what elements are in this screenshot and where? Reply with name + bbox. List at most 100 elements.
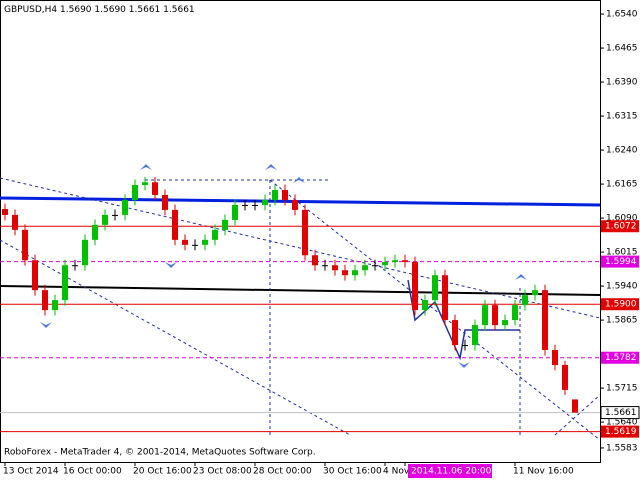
y-tick-label: 1.6015: [606, 248, 638, 258]
candle-body: [552, 350, 558, 365]
y-tick-label: 1.5640: [606, 418, 638, 428]
candle-body: [282, 189, 288, 200]
candle-body: [12, 214, 18, 230]
level-label: 1.5619: [605, 427, 637, 437]
candle-body: [42, 290, 48, 311]
fractal-up: [293, 177, 305, 183]
candle-body: [102, 214, 108, 225]
x-tick-label: 20 Oct 16:00: [133, 467, 192, 477]
level-label: 1.5782: [605, 353, 637, 363]
candle-body: [112, 214, 118, 216]
channel-line: [554, 394, 601, 436]
candle-body: [62, 265, 68, 301]
candle-body: [142, 182, 148, 185]
candle-body: [202, 239, 208, 245]
y-tick-label: 1.5865: [606, 316, 638, 326]
y-tick-label: 1.6540: [606, 10, 638, 20]
channel-line: [0, 239, 351, 436]
y-tick-label: 1.5583: [606, 443, 638, 453]
level-label: 1.5994: [605, 257, 637, 267]
candle-body: [502, 320, 508, 326]
x-tick-label: 11 Nov 16:00: [513, 467, 574, 477]
candle-body: [392, 260, 398, 263]
candle-body: [382, 262, 388, 266]
candle-body: [182, 239, 188, 245]
x-tick-label: 13 Oct 2014: [3, 467, 59, 477]
plot-frame: [0, 0, 601, 463]
close: 1.5661: [163, 5, 195, 15]
y-tick-label: 1.5715: [606, 384, 638, 394]
fractal-markers: [40, 164, 527, 368]
black-trend-line: [0, 285, 601, 296]
candle-body: [132, 184, 138, 200]
crosshair-time: 2014.11.06 20:00: [411, 467, 492, 477]
candle-body: [272, 189, 278, 200]
fractal-up: [140, 164, 152, 170]
candle-body: [362, 265, 368, 271]
candle-body: [492, 305, 498, 326]
candle-body: [572, 399, 578, 413]
fractal-up: [265, 164, 277, 170]
x-tick-label: 4 Nov: [383, 467, 410, 477]
candle-body: [82, 239, 88, 266]
channel-lines: [0, 177, 601, 441]
candle-body: [2, 209, 8, 215]
candle-body: [512, 305, 518, 321]
candle-body: [462, 345, 468, 347]
candle-body: [72, 265, 78, 267]
y-tick-label: 1.6315: [606, 112, 638, 122]
candle-body: [452, 320, 458, 346]
candle-body: [482, 305, 488, 326]
candle-body: [152, 182, 158, 195]
y-tick-label: 1.6165: [606, 180, 638, 190]
fractal-up: [515, 274, 527, 280]
candle-body: [372, 265, 378, 267]
candle-body: [92, 224, 98, 240]
candle-body: [562, 364, 568, 390]
candle-body: [432, 275, 438, 301]
candle-body: [412, 262, 418, 311]
candle-body: [52, 300, 58, 311]
candle-body: [22, 229, 28, 261]
footer: RoboForex - MetaTrader 4, © 2001-2014, M…: [4, 448, 316, 458]
fractal-down: [458, 362, 470, 368]
candle-body: [442, 275, 448, 321]
crosshair-time-bg: [408, 464, 492, 478]
candle-body: [402, 260, 408, 263]
candle-body: [32, 260, 38, 291]
fractal-down: [40, 322, 52, 328]
candle-body: [542, 290, 548, 351]
candle-body: [192, 244, 198, 246]
candle-body: [252, 204, 258, 206]
y-tick-label: 1.5940: [606, 282, 638, 292]
candle-body: [342, 270, 348, 276]
candle-body: [332, 265, 338, 271]
x-tick-label: 23 Oct 08:00: [193, 467, 252, 477]
candle-body: [292, 199, 298, 210]
symbol: GBPUSD,H4: [4, 5, 57, 15]
candle-body: [172, 209, 178, 240]
y-tick-label: 1.6390: [606, 78, 638, 88]
candle-body: [212, 229, 218, 240]
candle-body: [522, 295, 528, 306]
candle-body: [302, 209, 308, 256]
x-tick-label: 16 Oct 00:00: [63, 467, 122, 477]
level-label: 1.6072: [605, 222, 637, 232]
level-label-bg: [601, 298, 639, 311]
high: 1.5690: [94, 5, 126, 15]
current-price-label: 1.5661: [605, 408, 637, 418]
candle-body: [162, 194, 168, 210]
level-label-bg: [601, 351, 639, 364]
candle-body: [532, 290, 538, 296]
candle-body: [312, 255, 318, 266]
level-label-bg: [601, 425, 639, 438]
low: 1.5661: [129, 5, 161, 15]
current-price-bg: [600, 406, 640, 420]
candle-body: [422, 300, 428, 311]
level-label: 1.5900: [605, 300, 637, 310]
symbol-header: GBPUSD,H4 1.5690 1.5690 1.5661 1.5661: [4, 5, 195, 15]
fractal-down: [165, 262, 177, 268]
channel-line: [0, 177, 601, 319]
candle-body: [222, 219, 228, 230]
